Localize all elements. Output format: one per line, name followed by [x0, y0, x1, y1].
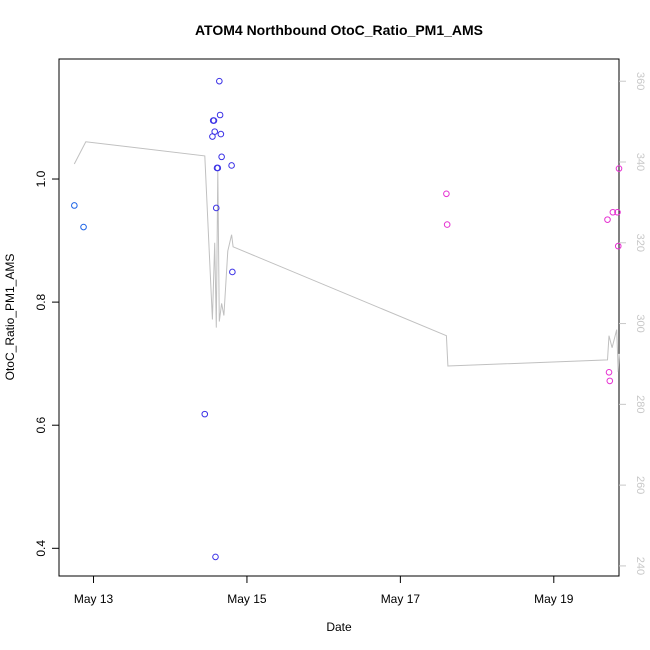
data-point: [211, 128, 219, 135]
y2-tick-label: 340: [634, 153, 646, 171]
data-point: [228, 162, 235, 169]
y-axis-label: OtoC_Ratio_PM1_AMS: [3, 254, 17, 381]
y2-tick-label: 300: [634, 314, 646, 332]
x-tick-label: May 13: [74, 592, 114, 606]
x-tick-label: May 19: [534, 592, 574, 606]
secondary-y-axis: 240 260 280 300 320 340 360: [619, 72, 646, 575]
data-point: [212, 553, 219, 561]
x-axis: May 13 May 15 May 17 May 19: [74, 576, 574, 606]
data-point: [212, 204, 220, 212]
y-tick-label: 1.0: [34, 170, 48, 187]
data-point: [201, 410, 209, 418]
data-point: [614, 208, 621, 216]
data-point: [443, 221, 451, 228]
y2-tick-label: 260: [634, 476, 646, 494]
y-tick-label: 0.8: [34, 293, 48, 310]
chart-title: ATOM4 Northbound OtoC_Ratio_PM1_AMS: [195, 22, 483, 38]
data-point: [218, 153, 225, 161]
data-point: [71, 202, 78, 209]
data-point: [216, 77, 223, 85]
data-point: [217, 130, 225, 138]
data-point: [216, 111, 224, 119]
data-point: [210, 117, 218, 124]
points-layer: [71, 77, 623, 561]
y2-tick-label: 240: [634, 557, 646, 575]
y-tick-label: 0.6: [34, 417, 48, 434]
y-tick-label: 0.4: [34, 540, 48, 557]
x-axis-label: Date: [326, 620, 352, 634]
data-point: [614, 242, 622, 250]
x-tick-label: May 15: [227, 592, 267, 606]
secondary-series-line: [73, 141, 620, 373]
data-point: [609, 208, 617, 216]
secondary-series-layer: [73, 141, 620, 373]
y2-tick-label: 360: [634, 72, 646, 90]
data-point: [214, 164, 222, 172]
data-point: [604, 216, 611, 223]
data-point: [615, 165, 623, 172]
data-point: [606, 377, 614, 385]
x-tick-label: May 17: [381, 592, 421, 606]
plot-frame: [58, 58, 620, 577]
data-point: [443, 190, 450, 198]
y-axis: 0.4 0.6 0.8 1.0: [34, 170, 59, 557]
y2-tick-label: 320: [634, 234, 646, 252]
data-point: [229, 268, 236, 276]
y2-tick-label: 280: [634, 395, 646, 413]
data-point: [605, 368, 613, 376]
data-point: [80, 223, 87, 231]
